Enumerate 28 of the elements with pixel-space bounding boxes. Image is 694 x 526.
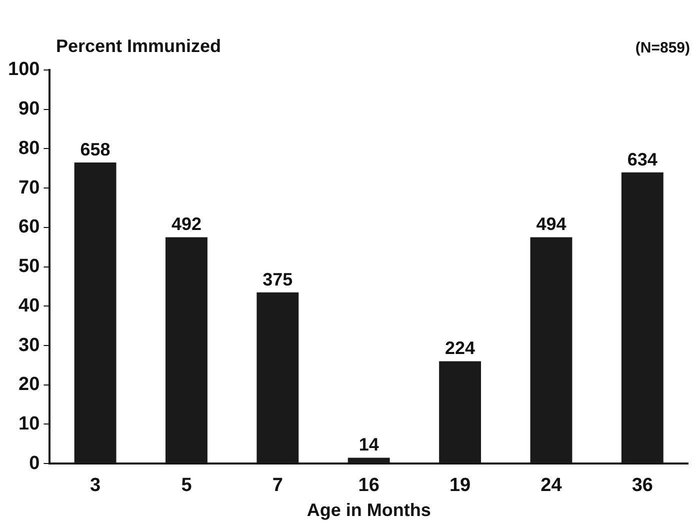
annotation: 494 [536, 214, 566, 234]
y-tick-label: 0 [29, 452, 40, 474]
x-tick-label: 19 [449, 475, 471, 496]
y-tick-label: 10 [18, 413, 40, 434]
y-tick-label: 80 [18, 138, 40, 159]
x-axis-title: Age in Months [306, 500, 431, 520]
annotation: 492 [171, 214, 202, 234]
y-tick-label: 40 [18, 295, 40, 316]
text: (N=859) [635, 40, 690, 57]
x-tick-label: 3 [90, 475, 101, 496]
x-tick-label: 7 [272, 475, 283, 496]
y-tick-label: 20 [18, 374, 40, 396]
x-tick-label: 16 [358, 475, 380, 496]
annotation: 375 [262, 269, 293, 290]
y-tick-label: 50 [18, 256, 40, 278]
y-tick-label: 60 [18, 216, 40, 238]
x-tick-label: 36 [632, 475, 653, 496]
annotation: 224 [445, 338, 476, 358]
y-tick-label: 90 [18, 98, 40, 120]
y-tick-label: 70 [18, 177, 40, 198]
annotation: 634 [627, 149, 658, 170]
y-tick-label: 100 [8, 59, 40, 80]
y-tick-label: 30 [18, 334, 40, 356]
x-tick-label: 24 [540, 475, 562, 496]
x-tick-label: 5 [181, 475, 192, 496]
annotation: 658 [80, 139, 110, 160]
y-axis-title: Percent Immunized [56, 36, 222, 56]
annotation: 14 [358, 434, 379, 455]
